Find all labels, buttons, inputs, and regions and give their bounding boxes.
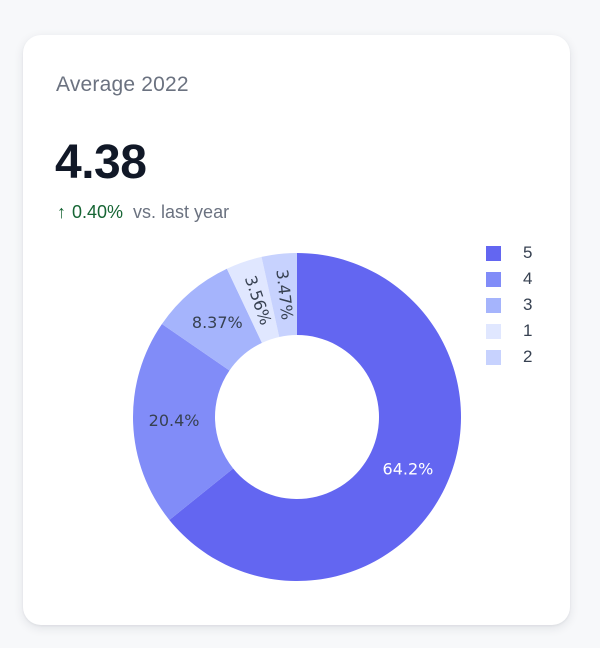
- legend-swatch: [486, 323, 501, 339]
- donut-slice-5[interactable]: [169, 253, 462, 582]
- rating-card: Average 2022 4.38 ↑ 0.40% vs. last year …: [23, 35, 570, 625]
- donut-slice-1[interactable]: [226, 256, 280, 343]
- chart-legend: 5 4 3 1 2: [486, 240, 532, 370]
- legend-label: 4: [523, 269, 533, 288]
- legend-swatch: [486, 297, 501, 313]
- average-value: 4.38: [55, 136, 147, 189]
- slice-label-3: 8.37%: [192, 313, 243, 332]
- legend-item-4[interactable]: 4: [486, 266, 532, 292]
- donut-slice-2[interactable]: [261, 253, 297, 337]
- legend-item-3[interactable]: 3: [486, 292, 532, 318]
- donut-slices: [133, 253, 462, 582]
- legend-label: 5: [523, 243, 533, 262]
- legend-item-2[interactable]: 2: [486, 344, 532, 370]
- legend-swatch: [486, 349, 501, 365]
- donut-chart: 64.2%20.4%8.37%3.56%3.47%: [133, 253, 462, 582]
- legend-label: 1: [523, 321, 533, 340]
- delta-percent: 0.40%: [72, 202, 124, 222]
- legend-label: 2: [523, 347, 533, 366]
- legend-label: 3: [523, 295, 533, 314]
- slice-label-5: 64.2%: [383, 460, 434, 479]
- arrow-up-icon: ↑: [57, 202, 66, 222]
- donut-slice-4[interactable]: [133, 323, 234, 520]
- donut-slice-3[interactable]: [161, 268, 262, 371]
- delta-row: ↑ 0.40% vs. last year: [57, 202, 229, 223]
- delta-comparison: vs. last year: [133, 202, 230, 222]
- legend-item-5[interactable]: 5: [486, 240, 532, 266]
- slice-label-4: 20.4%: [149, 411, 200, 430]
- card-title: Average 2022: [56, 73, 189, 96]
- legend-swatch: [486, 271, 501, 287]
- legend-swatch: [486, 245, 501, 261]
- legend-item-1[interactable]: 1: [486, 318, 532, 344]
